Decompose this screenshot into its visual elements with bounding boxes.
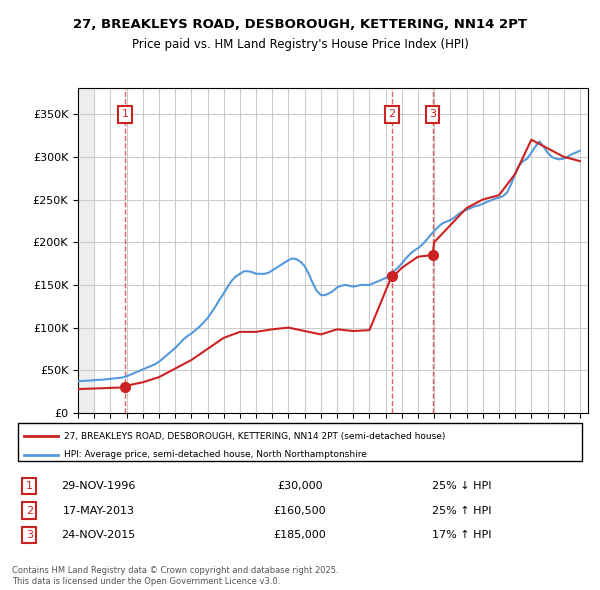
Bar bbox=[78, 88, 94, 413]
Text: 29-NOV-1996: 29-NOV-1996 bbox=[61, 481, 136, 491]
Text: Price paid vs. HM Land Registry's House Price Index (HPI): Price paid vs. HM Land Registry's House … bbox=[131, 38, 469, 51]
Text: £30,000: £30,000 bbox=[277, 481, 323, 491]
Text: 25% ↓ HPI: 25% ↓ HPI bbox=[431, 481, 491, 491]
Text: 1: 1 bbox=[26, 481, 33, 491]
Text: 25% ↑ HPI: 25% ↑ HPI bbox=[431, 506, 491, 516]
Text: 3: 3 bbox=[26, 530, 33, 540]
Text: 17% ↑ HPI: 17% ↑ HPI bbox=[431, 530, 491, 540]
Text: 24-NOV-2015: 24-NOV-2015 bbox=[61, 530, 136, 540]
Text: 27, BREAKLEYS ROAD, DESBOROUGH, KETTERING, NN14 2PT: 27, BREAKLEYS ROAD, DESBOROUGH, KETTERIN… bbox=[73, 18, 527, 31]
Text: 3: 3 bbox=[429, 110, 436, 119]
Text: 2: 2 bbox=[26, 506, 33, 516]
Text: 17-MAY-2013: 17-MAY-2013 bbox=[62, 506, 134, 516]
Text: 27, BREAKLEYS ROAD, DESBOROUGH, KETTERING, NN14 2PT (semi-detached house): 27, BREAKLEYS ROAD, DESBOROUGH, KETTERIN… bbox=[64, 432, 445, 441]
Text: HPI: Average price, semi-detached house, North Northamptonshire: HPI: Average price, semi-detached house,… bbox=[64, 450, 367, 460]
Text: 2: 2 bbox=[388, 110, 395, 119]
Text: £185,000: £185,000 bbox=[274, 530, 326, 540]
Text: 1: 1 bbox=[122, 110, 128, 119]
Text: Contains HM Land Registry data © Crown copyright and database right 2025.
This d: Contains HM Land Registry data © Crown c… bbox=[12, 566, 338, 586]
Text: £160,500: £160,500 bbox=[274, 506, 326, 516]
FancyBboxPatch shape bbox=[18, 423, 582, 461]
